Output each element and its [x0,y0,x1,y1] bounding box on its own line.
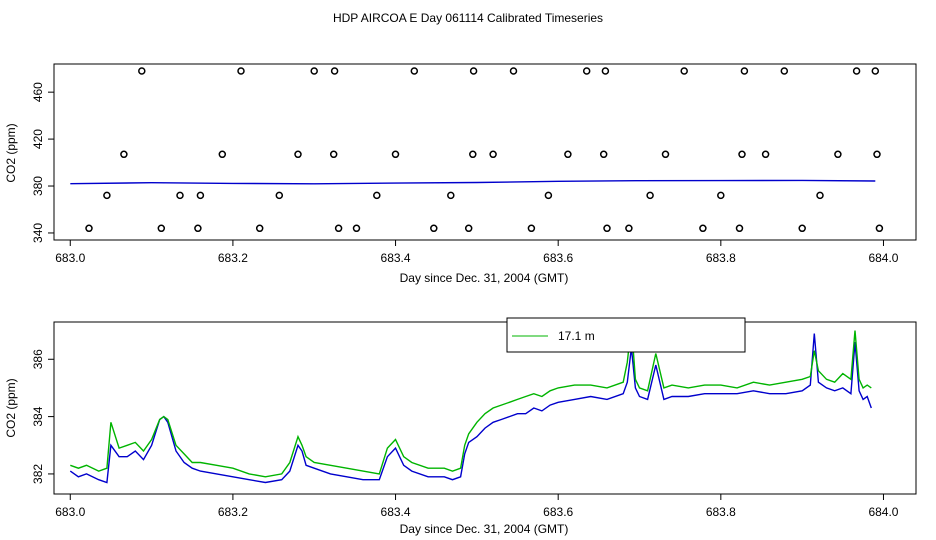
bottom-y-tick-label: 384 [31,406,45,426]
data-point [138,67,146,75]
data-point [661,150,670,159]
bottom-x-tick-label: 683.4 [381,505,411,519]
bottom-y-tick-label: 386 [31,349,45,369]
legend-box [506,317,746,353]
data-point [875,224,884,233]
data-point [310,67,318,75]
data-point [646,191,654,200]
data-point [625,224,633,233]
top-x-tick-label: 683.2 [218,251,248,265]
data-point [601,67,610,75]
top-panel: 683.0 683.2 683.4 683.6 683.8 684.0 340 380 420… [4,63,917,285]
top-y-axis-label: CO2 (ppm) [4,123,18,182]
bottom-y-axis-label: CO2 (ppm) [4,378,18,437]
top-x-axis: 683.0 683.2 683.4 683.6 683.8 684.0 [55,240,899,265]
data-point [599,150,608,159]
top-y-tick-label: 460 [31,82,45,102]
bottom-panel: 683.0 683.2 683.4 683.6 683.8 684.0 382 384 386… [4,317,917,536]
data-point [873,150,881,159]
bottom-x-axis-label: Day since Dec. 31, 2004 (GMT) [400,522,569,536]
data-point [464,224,473,233]
data-point [218,150,227,159]
data-point [834,150,842,159]
data-point [780,67,789,75]
bottom-x-axis: 683.0 683.2 683.4 683.6 683.8 684.0 [55,494,899,519]
figure-title: HDP AIRCOA E Day 061114 Calibrated Times… [333,11,603,25]
top-plot-marks [70,67,884,233]
bottom-x-tick-label: 684.0 [868,505,898,519]
top-y-tick-label: 380 [31,176,45,196]
bottom-x-tick-label: 683.0 [55,505,85,519]
data-point [564,150,572,159]
data-point [816,191,824,200]
bottom-series-blue-line [69,333,872,484]
legend: 17.1 m [506,317,746,353]
top-series-blue-line [70,179,876,185]
data-point [469,67,478,75]
data-point [489,150,497,159]
bottom-plot-frame [53,321,917,495]
top-y-tick-label: 420 [31,129,45,149]
data-point [798,224,806,233]
bottom-x-tick-label: 683.2 [218,505,248,519]
data-point [237,67,245,75]
data-point [717,191,725,200]
data-point [699,224,707,233]
data-point [352,224,361,233]
data-point [509,67,518,75]
top-x-tick-label: 684.0 [868,251,898,265]
bottom-plot-marks [69,324,872,484]
data-point [680,67,688,75]
data-point [330,67,339,75]
data-point [391,150,400,159]
data-point [176,191,184,200]
data-point [447,191,455,200]
data-point [294,150,302,159]
data-point [120,150,128,159]
data-point [85,224,93,233]
top-x-tick-label: 683.8 [706,251,736,265]
data-point [329,150,338,159]
data-point [373,191,381,200]
data-point [469,150,477,159]
data-point [603,224,611,233]
bottom-x-tick-label: 683.8 [706,505,736,519]
bottom-series-green-line [70,324,872,478]
data-point [527,224,536,233]
top-x-axis-label: Day since Dec. 31, 2004 (GMT) [400,271,569,285]
data-point [735,224,744,233]
bottom-y-tick-label: 382 [31,464,45,484]
data-point [410,67,419,75]
data-point [871,67,880,75]
data-point [196,191,205,200]
legend-entry-label: 17.1 m [558,329,595,343]
data-point [582,67,591,75]
top-plot-frame [53,63,917,241]
bottom-y-axis: 382 384 386 [31,349,54,484]
top-x-tick-label: 683.4 [381,251,411,265]
data-point [157,224,166,233]
data-point [194,224,202,233]
data-point [103,191,111,200]
data-point [852,67,861,75]
data-point [334,224,343,233]
top-y-axis: 340 380 420 460 [31,82,54,243]
data-point [430,224,438,233]
data-point [544,191,553,200]
data-point [740,67,749,75]
data-point [761,150,770,159]
bottom-x-tick-label: 683.6 [543,505,573,519]
top-y-tick-label: 340 [31,223,45,243]
data-point [738,150,746,159]
top-x-tick-label: 683.6 [543,251,573,265]
top-x-tick-label: 683.0 [55,251,85,265]
data-point [255,224,264,233]
data-point [275,191,284,200]
